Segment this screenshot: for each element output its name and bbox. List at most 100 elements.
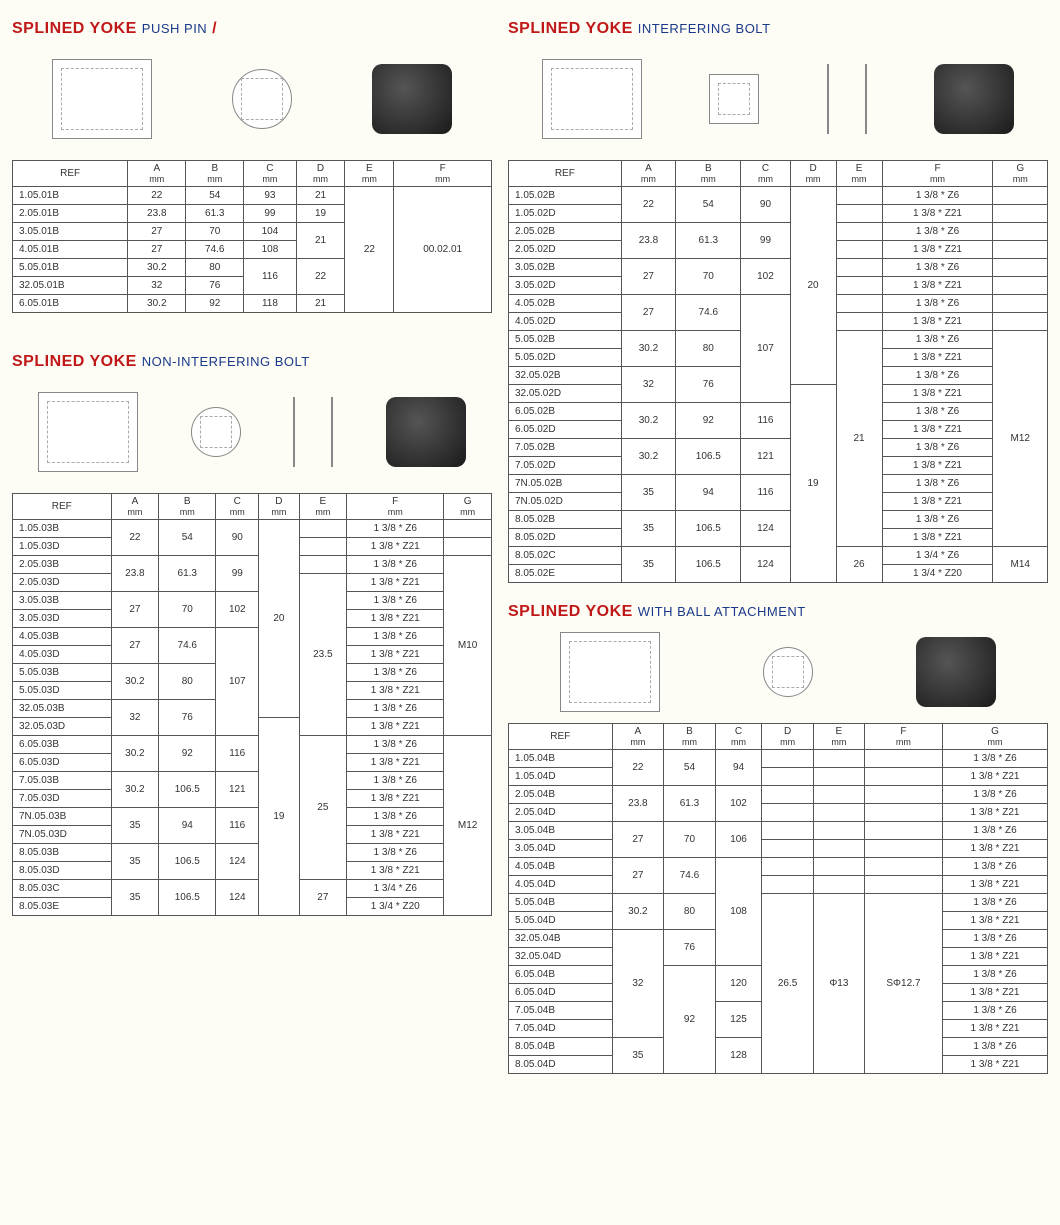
cell-f: 1 3/8 * Z6 [347, 700, 444, 718]
tech-drawing-spline [763, 647, 813, 697]
cell-f: 1 3/8 * Z21 [347, 826, 444, 844]
cell-f: 1 3/8 * Z21 [882, 241, 993, 259]
cell-ref: 3.05.02D [509, 277, 622, 295]
table-header-row: REF Amm Bmm Cmm Dmm Emm Fmm Gmm [509, 724, 1048, 750]
table-row: 2.05.03B23.861.3991 3/8 * Z6M10 [13, 556, 492, 574]
cell-f: 1 3/8 * Z21 [882, 529, 993, 547]
cell-e [836, 241, 882, 259]
cell-ref: 5.05.04B [509, 894, 613, 912]
cell-a: 32 [111, 700, 159, 736]
cell-b: 106.5 [676, 439, 741, 475]
cell-c: 90 [216, 520, 259, 556]
cell-ref: 6.05.04B [509, 966, 613, 984]
cell-c: 94 [715, 750, 762, 786]
cell-f: 1 3/8 * Z21 [347, 790, 444, 808]
cell-a: 23.8 [621, 223, 676, 259]
cell-f: 1 3/8 * Z21 [347, 538, 444, 556]
col-ref: REF [13, 161, 128, 187]
title-main: SPLINED YOKE [12, 353, 137, 370]
cell-e [813, 750, 864, 768]
cell-ref: 8.05.02B [509, 511, 622, 529]
diagram-area-ball [508, 627, 1048, 717]
cell-ref: 7.05.02D [509, 457, 622, 475]
cell-f: 1 3/8 * Z6 [347, 736, 444, 754]
cell-b: 74.6 [676, 295, 741, 331]
col-g: Gmm [943, 724, 1048, 750]
title-sub: NON-INTERFERING BOLT [142, 354, 310, 369]
cell-b: 92 [664, 966, 716, 1074]
col-ref: REF [509, 724, 613, 750]
cell-b: 54 [676, 187, 741, 223]
col-a: Amm [111, 494, 159, 520]
cell-b: 106.5 [159, 880, 216, 916]
cell-g [993, 295, 1048, 313]
cell-f [864, 876, 942, 894]
cell-c: 107 [216, 628, 259, 736]
cell-c: 124 [216, 880, 259, 916]
cell-b: 61.3 [159, 556, 216, 592]
col-d: Dmm [762, 724, 814, 750]
cell-g [444, 520, 492, 538]
cell-a: 30.2 [621, 403, 676, 439]
cell-f [864, 840, 942, 858]
title-main: SPLINED YOKE [508, 603, 633, 620]
cell-f: 1 3/8 * Z21 [882, 205, 993, 223]
cell-g: 1 3/8 * Z6 [943, 894, 1048, 912]
cell-ref: 7N.05.02D [509, 493, 622, 511]
col-e: Emm [345, 161, 394, 187]
col-b: Bmm [676, 161, 741, 187]
cell-c: 116 [216, 808, 259, 844]
cell-ref: 8.05.03E [13, 898, 112, 916]
col-f: Fmm [394, 161, 492, 187]
cell-e [299, 538, 347, 556]
cell-d [762, 786, 814, 804]
cell-b: 94 [159, 808, 216, 844]
title-sub: INTERFERING BOLT [638, 21, 771, 36]
table-row: 8.05.02C35106.5124261 3/4 * Z6M14 [509, 547, 1048, 565]
cell-e: 27 [299, 880, 347, 916]
cell-ref: 2.05.04B [509, 786, 613, 804]
cell-c: 102 [715, 786, 762, 822]
cell-f: 1 3/8 * Z6 [882, 259, 993, 277]
cell-b: 106.5 [159, 844, 216, 880]
cell-ref: 4.05.04B [509, 858, 613, 876]
table-pushpin: REF Amm Bmm Cmm Dmm Emm Fmm 1.05.01B2254… [12, 160, 492, 313]
cell-g: 1 3/8 * Z21 [943, 1056, 1048, 1074]
cell-ref: 3.05.03D [13, 610, 112, 628]
cell-e [836, 313, 882, 331]
cell-ref: 6.05.02B [509, 403, 622, 421]
cell-a: 27 [111, 592, 159, 628]
cell-e [836, 187, 882, 205]
cell-e: 23.5 [299, 574, 347, 736]
cell-f: 1 3/8 * Z21 [347, 646, 444, 664]
cell-d [762, 840, 814, 858]
cell-e [813, 786, 864, 804]
cell-f: 1 3/8 * Z6 [882, 403, 993, 421]
tech-drawing-bolt [827, 64, 867, 134]
cell-a: 27 [621, 259, 676, 295]
table-row: 7N.05.02B35941161 3/8 * Z6 [509, 475, 1048, 493]
cell-b: 80 [676, 331, 741, 367]
cell-b: 76 [664, 930, 716, 966]
cell-d [762, 876, 814, 894]
cell-b: 92 [676, 403, 741, 439]
cell-ref: 7.05.02B [509, 439, 622, 457]
cell-d [762, 750, 814, 768]
cell-ref: 32.05.03D [13, 718, 112, 736]
col-b: Bmm [664, 724, 716, 750]
table-ball: REF Amm Bmm Cmm Dmm Emm Fmm Gmm 1.05.04B… [508, 723, 1048, 1074]
table-row: 3.05.02B27701021 3/8 * Z6 [509, 259, 1048, 277]
cell-g: 1 3/8 * Z21 [943, 840, 1048, 858]
cell-g: M12 [993, 331, 1048, 547]
cell-a: 22 [612, 750, 664, 786]
cell-a: 35 [621, 547, 676, 583]
cell-f: 1 3/8 * Z21 [347, 574, 444, 592]
cell-f [864, 786, 942, 804]
cell-ref: 2.05.03D [13, 574, 112, 592]
cell-f: SΦ12.7 [864, 894, 942, 1074]
cell-f: 1 3/8 * Z6 [882, 223, 993, 241]
part-photo [916, 637, 996, 707]
table-row: 3.05.04B27701061 3/8 * Z6 [509, 822, 1048, 840]
cell-ref: 32.05.03B [13, 700, 112, 718]
cell-ref: 7N.05.03B [13, 808, 112, 826]
